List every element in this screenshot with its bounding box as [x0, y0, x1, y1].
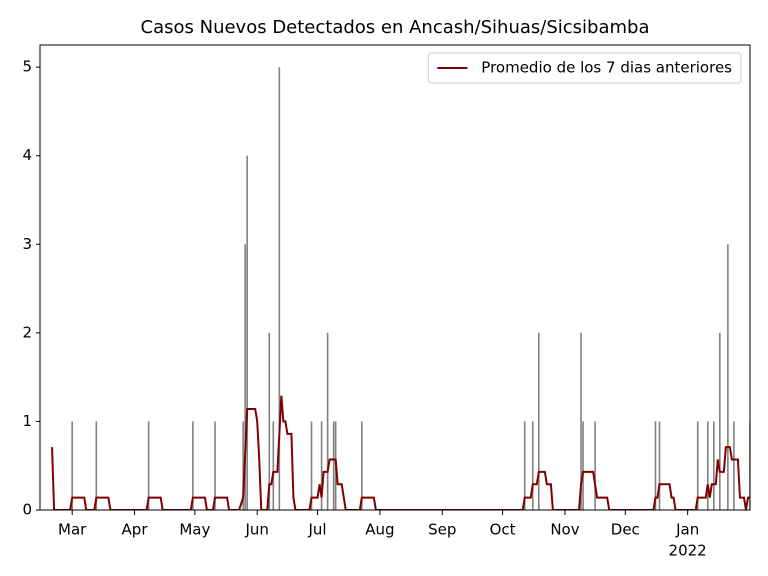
x-tick-label: Jan [675, 521, 699, 539]
bar [654, 421, 657, 510]
y-tick-label: 3 [22, 235, 32, 253]
x-tick-label: Aug [365, 521, 394, 539]
x-tick-label: Nov [550, 521, 579, 539]
y-tick-label: 5 [22, 58, 32, 76]
bar [71, 421, 73, 510]
bar [244, 244, 246, 510]
lines [51, 395, 750, 510]
x-tick-sublabel: 2022 [669, 542, 707, 560]
bar [326, 332, 329, 510]
bar [523, 421, 526, 510]
bar [246, 155, 248, 510]
bar [733, 421, 735, 510]
bar [706, 421, 709, 510]
y-tick-label: 0 [22, 501, 32, 519]
legend-box [427, 52, 742, 84]
x-tick-label: May [179, 521, 210, 539]
bar [727, 244, 729, 510]
bar [696, 421, 699, 510]
bar [361, 421, 363, 510]
bar [272, 421, 275, 510]
x-tick-label: Sep [428, 521, 456, 539]
bar [712, 421, 715, 510]
bar [658, 421, 661, 510]
chart-title: Casos Nuevos Detectados en Ancash/Sihuas… [141, 17, 650, 38]
x-tick-label: Oct [490, 521, 516, 539]
bars [71, 67, 750, 510]
y-tick-label: 1 [22, 412, 32, 430]
bar [268, 332, 271, 510]
bar [278, 67, 281, 510]
axes: 0 1 2 3 4 5 Mar Apr May Jun Jul Aug Sep Oct Nov Dec Jan 2… [22, 44, 751, 560]
x-tick-label: Dec [611, 521, 640, 539]
bar [320, 421, 323, 510]
bar [580, 332, 582, 510]
bar [147, 421, 150, 510]
x-tick-label: Apr [122, 521, 149, 539]
x-tick-label: Mar [58, 521, 87, 539]
bar [310, 421, 313, 510]
bar [582, 421, 584, 510]
bar [214, 421, 216, 510]
y-tick-label: 2 [22, 323, 32, 341]
bar [192, 421, 194, 510]
bar [332, 421, 335, 510]
x-tick-label: Jun [245, 521, 269, 539]
bar [594, 421, 596, 510]
legend: Promedio de los 7 dias anteriores [427, 52, 742, 84]
bar [538, 332, 540, 510]
y-tick-label: 4 [22, 146, 32, 164]
bar [531, 421, 534, 510]
bar [242, 421, 244, 510]
bar [719, 332, 721, 510]
legend-label: Promedio de los 7 dias anteriores [481, 59, 732, 77]
plot-frame [39, 44, 751, 511]
x-tick-label: Jul [308, 521, 327, 539]
bar [95, 421, 98, 510]
line [51, 395, 750, 510]
